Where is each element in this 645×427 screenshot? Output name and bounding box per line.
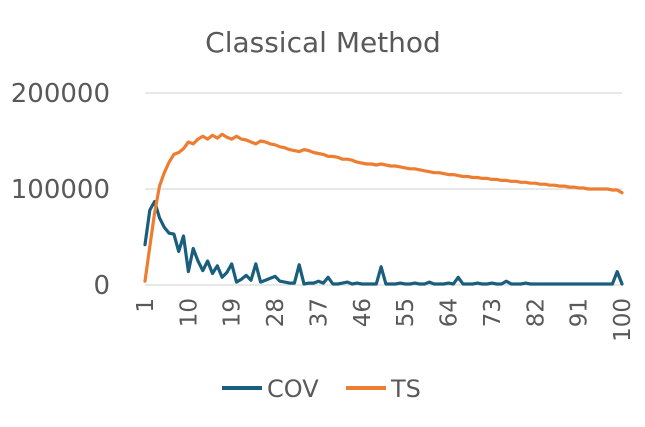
gridlines (145, 92, 622, 286)
x-tick-label: 46 (350, 298, 376, 327)
x-tick-label: 1 (133, 298, 159, 313)
series-line-ts (143, 132, 624, 283)
x-tick-label: 100 (610, 298, 636, 342)
series-group (143, 132, 624, 286)
legend-label-ts: TS (390, 375, 421, 403)
x-tick-label: 55 (393, 298, 419, 327)
x-tick-label: 73 (480, 298, 506, 327)
y-tick-label: 100000 (11, 175, 110, 205)
series-line-cov (143, 199, 624, 286)
y-axis: 0 100000 200000 (11, 79, 110, 301)
x-tick-label: 82 (523, 298, 549, 327)
y-tick-label: 0 (93, 271, 110, 301)
legend-label-cov: COV (267, 375, 319, 403)
y-tick-label: 200000 (11, 79, 110, 109)
legend: COV TS (222, 375, 421, 403)
x-tick-label: 64 (437, 298, 463, 327)
x-tick-label: 19 (220, 298, 246, 327)
x-tick-label: 37 (306, 298, 332, 327)
x-tick-label: 91 (567, 298, 593, 327)
x-tick-label: 28 (263, 298, 289, 327)
x-axis: 1 10 19 28 37 46 55 64 73 82 91 100 (133, 298, 636, 342)
chart-title: Classical Method (205, 26, 441, 59)
x-tick-label: 10 (176, 298, 202, 327)
